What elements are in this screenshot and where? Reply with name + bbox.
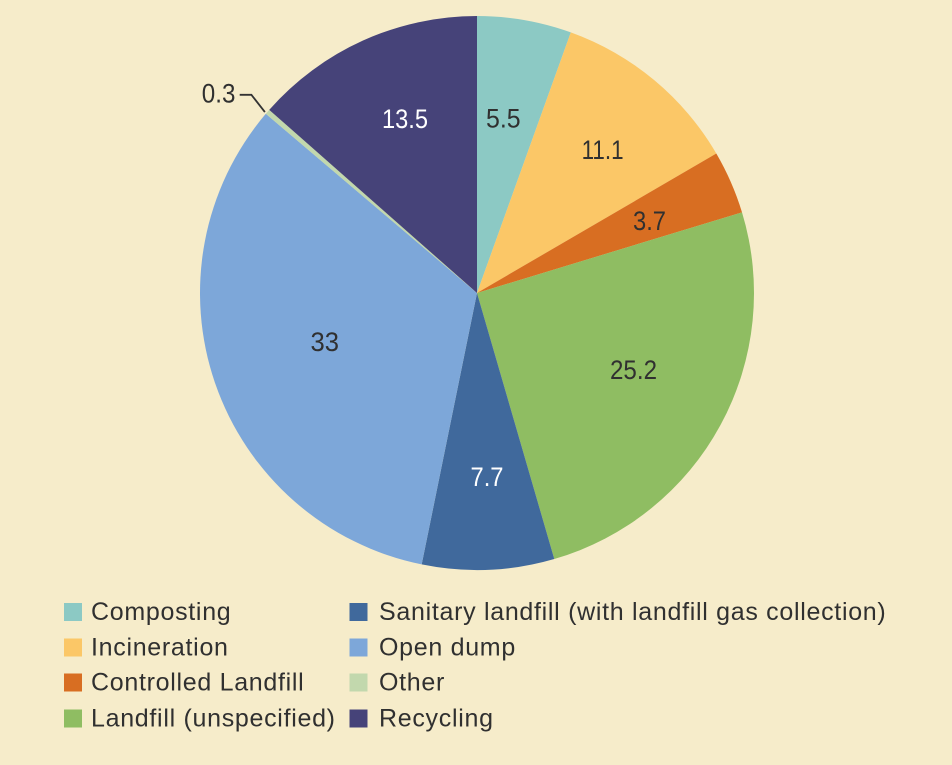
svg-text:Open dump: Open dump <box>379 634 516 662</box>
svg-text:11.1: 11.1 <box>582 135 624 165</box>
svg-text:0.3: 0.3 <box>202 78 236 108</box>
svg-text:Sanitary landfill (with landfi: Sanitary landfill (with landfill gas col… <box>379 598 886 626</box>
svg-text:Recycling: Recycling <box>379 705 494 733</box>
svg-text:33: 33 <box>311 327 340 357</box>
svg-text:Composting: Composting <box>91 598 231 626</box>
svg-text:5.5: 5.5 <box>486 104 521 134</box>
svg-text:Other: Other <box>379 669 445 697</box>
svg-text:7.7: 7.7 <box>471 462 504 492</box>
svg-text:Controlled Landfill: Controlled Landfill <box>91 669 304 697</box>
svg-text:3.7: 3.7 <box>633 206 666 236</box>
svg-text:13.5: 13.5 <box>382 104 428 134</box>
svg-text:Incineration: Incineration <box>91 634 229 662</box>
svg-text:Landfill (unspecified): Landfill (unspecified) <box>91 705 336 733</box>
svg-text:25.2: 25.2 <box>610 355 657 385</box>
